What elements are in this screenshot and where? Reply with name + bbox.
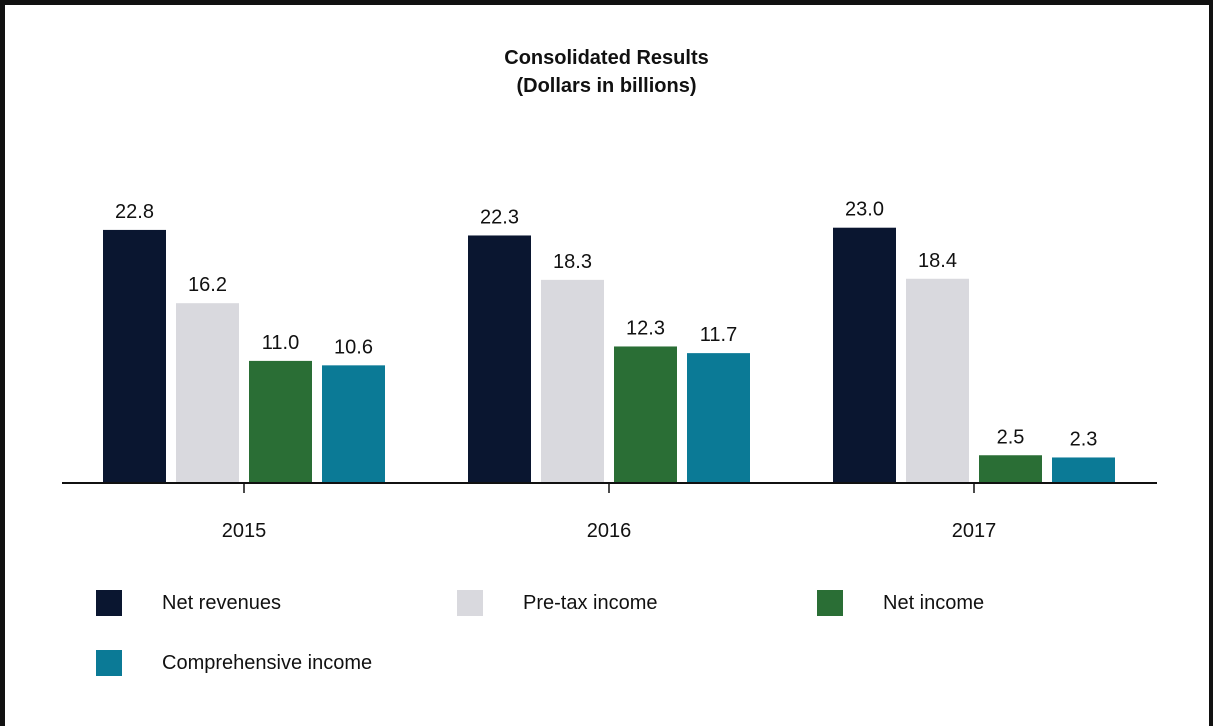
x-tick-label-2016: 2016: [587, 520, 632, 542]
legend-swatch: [457, 590, 483, 616]
data-label-pre-tax-income-2015: 16.2: [188, 274, 227, 296]
chart-subtitle: (Dollars in billions): [516, 75, 697, 97]
data-label-pre-tax-income-2016: 18.3: [553, 251, 592, 273]
legend-item-net-income: Net income: [817, 588, 984, 618]
data-label-pre-tax-income-2017: 18.4: [918, 250, 957, 272]
data-label-net-revenues-2015: 22.8: [115, 201, 154, 223]
legend-label: Comprehensive income: [162, 651, 373, 674]
legend-item-pre-tax-income: Pre-tax income: [457, 588, 658, 618]
legend-swatch: [817, 590, 843, 616]
data-label-net-income-2015: 11.0: [262, 332, 299, 354]
bar-comprehensive-income-2015: [322, 365, 385, 483]
bar-pre-tax-income-2017: [906, 278, 969, 483]
bar-comprehensive-income-2017: [1052, 457, 1115, 483]
bar-net-income-2016: [614, 346, 677, 483]
legend-swatch: [96, 650, 122, 676]
x-ticks-layer: 2015 2016 2017: [222, 483, 997, 542]
bar-net-revenues-2015: [103, 229, 166, 483]
chart-title-block: Consolidated Results (Dollars in billion…: [0, 44, 1213, 100]
bar-net-revenues-2017: [833, 227, 896, 483]
chart-title: Consolidated Results: [504, 47, 709, 69]
legend-label: Net revenues: [162, 591, 281, 614]
data-label-net-revenues-2017: 23.0: [845, 199, 884, 221]
data-label-comprehensive-income-2015: 10.6: [334, 336, 373, 358]
legend-item-net-revenues: Net revenues: [96, 588, 281, 618]
bar-net-income-2017: [979, 455, 1042, 483]
x-tick-label-2017: 2017: [952, 520, 997, 542]
legend-swatch: [96, 590, 122, 616]
bars-layer: [103, 227, 1115, 483]
legend-label: Pre-tax income: [523, 591, 658, 614]
bar-net-revenues-2016: [468, 235, 531, 483]
legend-label: Net income: [883, 591, 985, 614]
bar-pre-tax-income-2016: [541, 279, 604, 483]
data-label-net-income-2016: 12.3: [626, 317, 665, 339]
bar-net-income-2015: [249, 360, 312, 483]
x-tick-label-2015: 2015: [222, 520, 267, 542]
bar-comprehensive-income-2016: [687, 353, 750, 483]
data-label-comprehensive-income-2016: 11.7: [700, 324, 737, 346]
legend-item-comprehensive-income: Comprehensive income: [96, 648, 372, 678]
data-label-net-revenues-2016: 22.3: [480, 206, 519, 228]
data-label-comprehensive-income-2017: 2.3: [1070, 428, 1098, 450]
bar-pre-tax-income-2015: [176, 303, 239, 483]
data-label-net-income-2017: 2.5: [997, 426, 1025, 448]
data-labels-layer: 22.8 16.2 11.0 10.6 22.3 18.3 12.3 11.7 23.0 18.4…: [115, 199, 1097, 451]
